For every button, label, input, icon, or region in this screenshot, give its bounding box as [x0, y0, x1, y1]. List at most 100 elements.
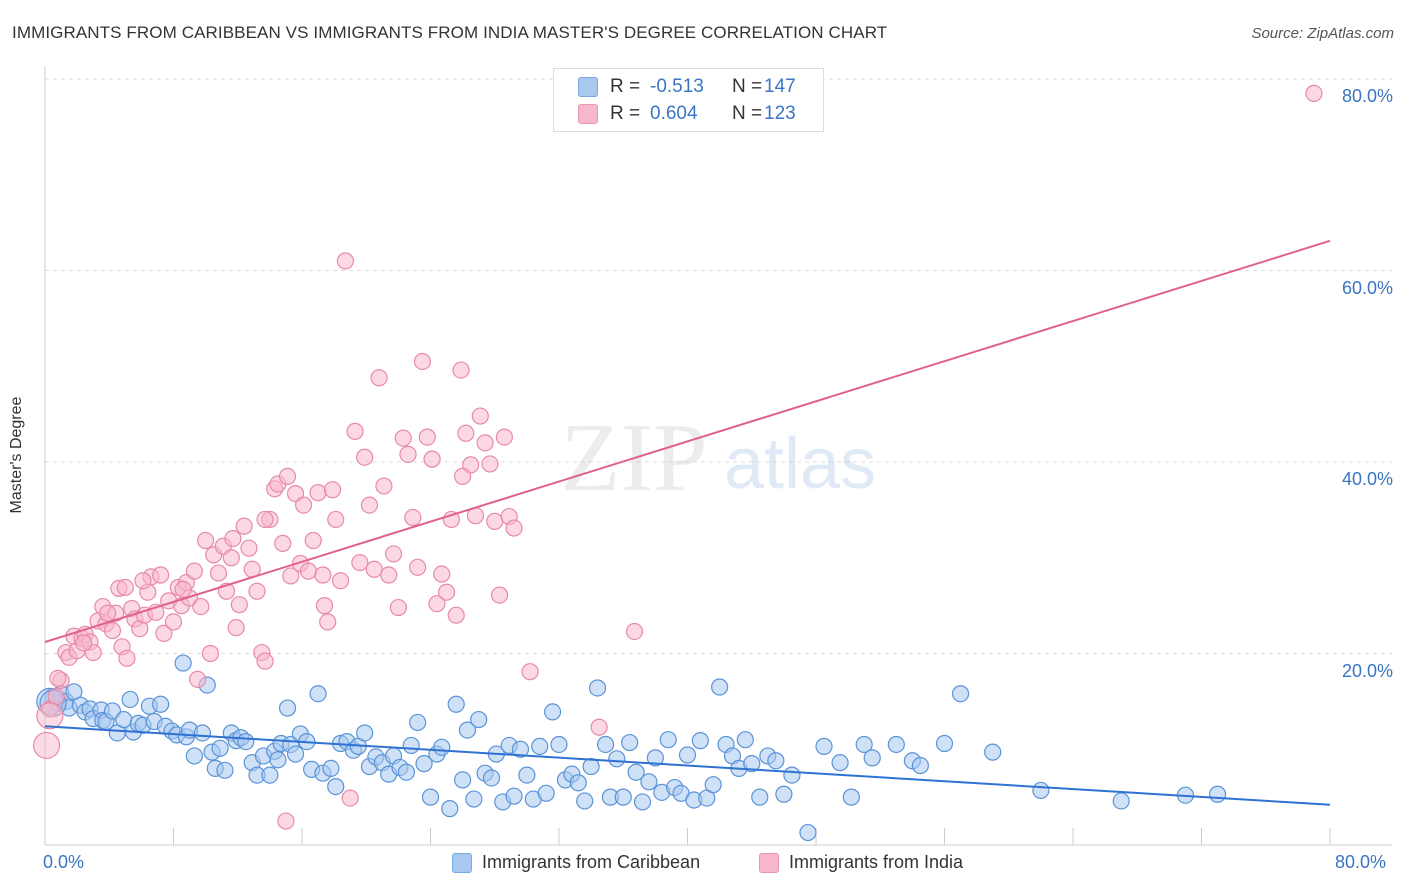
- data-point-caribbean: [193, 724, 212, 742]
- data-point-india: [49, 669, 67, 687]
- data-point-caribbean: [815, 737, 833, 755]
- data-point-caribbean: [1032, 781, 1050, 800]
- data-point-india: [341, 789, 359, 807]
- y-axis-label: Master's Degree: [8, 396, 25, 514]
- data-point-india: [248, 582, 266, 600]
- data-point-india: [428, 595, 446, 613]
- watermark-atlas: atlas: [724, 424, 876, 504]
- data-point-caribbean: [1112, 792, 1130, 810]
- data-point-india: [235, 517, 253, 535]
- data-point-caribbean: [543, 703, 562, 721]
- data-point-india: [209, 564, 228, 582]
- data-point-caribbean: [704, 776, 722, 794]
- legend-label-india: Immigrants from India: [789, 852, 964, 872]
- data-point-caribbean: [421, 788, 440, 806]
- data-point-india: [155, 624, 173, 642]
- data-point-caribbean: [640, 773, 658, 791]
- data-point-india: [33, 731, 61, 760]
- trend-line-caribbean: [44, 725, 1331, 806]
- data-point-india: [164, 613, 183, 631]
- data-point-caribbean: [211, 739, 229, 757]
- data-point-india: [452, 361, 470, 379]
- data-point-caribbean: [743, 755, 761, 773]
- data-point-india: [299, 562, 318, 580]
- data-point-india: [256, 510, 274, 529]
- data-point-india: [404, 508, 422, 527]
- data-point-india: [521, 663, 539, 681]
- data-point-caribbean: [935, 734, 954, 753]
- data-point-caribbean: [174, 654, 192, 672]
- data-point-india: [256, 652, 274, 670]
- data-point-india: [423, 450, 441, 468]
- data-point-caribbean: [576, 792, 594, 810]
- r-label: R =: [610, 103, 641, 124]
- legend-swatch-caribbean: [578, 77, 598, 97]
- data-point-india: [323, 481, 342, 499]
- data-point-india: [174, 580, 192, 598]
- data-point-caribbean: [678, 746, 697, 764]
- data-point-india: [471, 407, 489, 425]
- data-point-caribbean: [470, 710, 488, 729]
- legend-swatch-caribbean: [452, 852, 472, 873]
- r-value: -0.513: [650, 76, 704, 97]
- data-point-caribbean: [185, 747, 203, 765]
- data-point-caribbean: [482, 769, 501, 787]
- data-point-caribbean: [356, 724, 374, 742]
- data-point-caribbean: [121, 690, 139, 709]
- data-point-india: [152, 566, 170, 584]
- data-point-caribbean: [627, 763, 645, 781]
- data-point-india: [197, 531, 215, 550]
- legend-row-caribbean: R = -0.513 N = 147: [578, 75, 796, 99]
- data-point-caribbean: [767, 752, 785, 770]
- chart-title: IMMIGRANTS FROM CARIBBEAN VS IMMIGRANTS …: [12, 23, 888, 42]
- data-point-caribbean: [887, 735, 905, 754]
- series-legend: Immigrants from Caribbean Immigrants fro…: [0, 852, 1406, 878]
- n-label: N =: [732, 103, 763, 124]
- legend-item-india[interactable]: Immigrants from India: [759, 852, 963, 873]
- data-point-caribbean: [465, 790, 483, 808]
- data-point-india: [201, 644, 220, 663]
- data-point-caribbean: [441, 800, 459, 818]
- data-point-india: [389, 598, 407, 617]
- data-point-india: [625, 622, 644, 641]
- data-point-india: [1305, 84, 1323, 102]
- data-point-caribbean: [278, 699, 297, 717]
- data-point-india: [240, 539, 258, 557]
- x-tick-label: 80.0%: [1335, 852, 1387, 872]
- data-point-india: [295, 496, 313, 514]
- data-point-india: [185, 562, 203, 580]
- data-point-caribbean: [588, 679, 607, 697]
- data-point-caribbean: [783, 766, 801, 784]
- data-point-india: [384, 545, 403, 563]
- n-value: 147: [764, 76, 796, 97]
- data-point-caribbean: [863, 749, 881, 767]
- data-point-caribbean: [855, 735, 873, 754]
- data-point-caribbean: [537, 784, 555, 802]
- data-point-caribbean: [447, 695, 465, 713]
- data-point-caribbean: [269, 751, 287, 769]
- data-point-india: [505, 519, 523, 537]
- y-tick-label: 80.0%: [1341, 86, 1393, 106]
- data-point-india: [319, 613, 337, 631]
- data-point-caribbean: [261, 766, 279, 784]
- data-point-caribbean: [216, 761, 234, 779]
- data-point-india: [192, 597, 210, 616]
- data-point-india: [590, 718, 608, 736]
- series-caribbean-points: [36, 654, 1227, 842]
- legend-item-caribbean[interactable]: Immigrants from Caribbean: [452, 852, 700, 873]
- data-point-india: [315, 597, 334, 615]
- data-point-india: [490, 586, 509, 604]
- data-point-caribbean: [409, 713, 427, 732]
- data-point-caribbean: [327, 777, 345, 796]
- x-tick-label: 0.0%: [43, 852, 85, 872]
- data-point-india: [227, 619, 245, 637]
- data-point-india: [314, 566, 332, 584]
- data-point-caribbean: [799, 823, 817, 842]
- data-point-india: [375, 477, 393, 495]
- r-value: 0.604: [650, 103, 698, 124]
- data-point-caribbean: [397, 763, 416, 781]
- data-point-india: [99, 604, 117, 622]
- data-point-india: [278, 467, 297, 485]
- data-point-india: [495, 428, 513, 446]
- data-point-caribbean: [309, 685, 327, 703]
